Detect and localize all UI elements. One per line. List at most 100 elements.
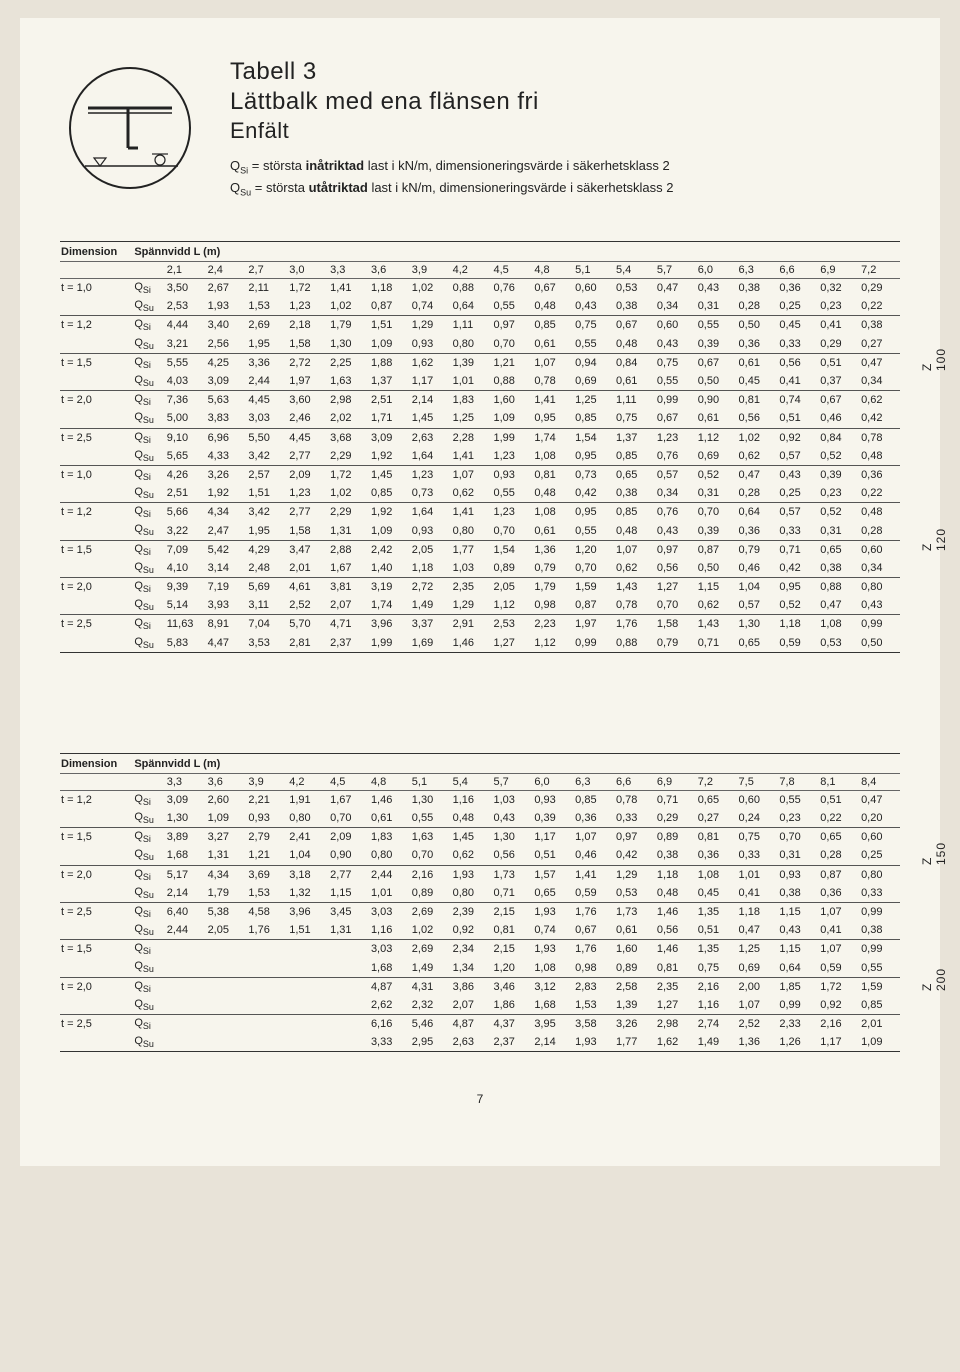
span-col: 4,5 — [328, 773, 369, 790]
value-cell: 0,22 — [859, 297, 900, 316]
value-cell: 0,92 — [777, 428, 818, 447]
value-cell: 1,46 — [369, 790, 410, 809]
value-cell — [165, 940, 206, 959]
dim-cell — [60, 409, 133, 428]
value-cell: 0,34 — [859, 559, 900, 578]
q-cell: QSi — [133, 615, 164, 634]
span-header: Spännvidd L (m) — [133, 753, 900, 773]
value-cell: 0,48 — [451, 809, 492, 828]
q-cell: QSu — [133, 559, 164, 578]
value-cell — [206, 977, 247, 996]
span-col: 2,7 — [246, 262, 287, 279]
value-cell: 3,46 — [491, 977, 532, 996]
value-cell: 3,19 — [369, 578, 410, 597]
value-cell: 0,43 — [777, 465, 818, 484]
dim-cell — [60, 634, 133, 653]
value-cell: 0,51 — [818, 790, 859, 809]
value-cell: 2,57 — [246, 465, 287, 484]
value-cell: 0,36 — [573, 809, 614, 828]
z-section-label: Z 200 — [920, 968, 948, 991]
value-cell: 0,41 — [818, 921, 859, 940]
value-cell: 1,79 — [206, 884, 247, 903]
dim-cell — [60, 559, 133, 578]
value-cell: 3,89 — [165, 828, 206, 847]
value-cell — [287, 996, 328, 1015]
value-cell: 1,08 — [696, 865, 737, 884]
value-cell: 2,44 — [165, 921, 206, 940]
value-cell: 2,52 — [737, 1015, 778, 1034]
value-cell: 1,73 — [491, 865, 532, 884]
value-cell: 1,93 — [451, 865, 492, 884]
dim-cell: t = 1,0 — [60, 279, 133, 298]
value-cell: 0,48 — [614, 521, 655, 540]
page-number: 7 — [60, 1092, 900, 1106]
value-cell: 0,36 — [696, 846, 737, 865]
value-cell: 0,42 — [859, 409, 900, 428]
value-cell: 0,79 — [737, 540, 778, 559]
value-cell: 0,99 — [859, 615, 900, 634]
value-cell: 0,71 — [777, 540, 818, 559]
value-cell: 0,70 — [491, 335, 532, 354]
table-row: t = 1,2QSi5,664,343,422,772,291,921,641,… — [60, 503, 900, 522]
value-cell: 1,20 — [573, 540, 614, 559]
value-cell: 0,34 — [859, 372, 900, 391]
value-cell: 0,28 — [737, 484, 778, 503]
value-cell: 1,59 — [859, 977, 900, 996]
value-cell: 0,80 — [451, 884, 492, 903]
value-cell: 0,74 — [410, 297, 451, 316]
value-cell: 1,45 — [369, 465, 410, 484]
value-cell: 1,30 — [165, 809, 206, 828]
value-cell: 0,36 — [737, 335, 778, 354]
value-cell: 1,02 — [410, 279, 451, 298]
value-cell: 1,09 — [859, 1033, 900, 1052]
value-cell: 0,55 — [777, 790, 818, 809]
q-cell: QSi — [133, 578, 164, 597]
value-cell: 2,15 — [491, 902, 532, 921]
value-cell: 0,33 — [737, 846, 778, 865]
value-cell: 4,61 — [287, 578, 328, 597]
q-cell: QSi — [133, 1015, 164, 1034]
value-cell: 2,83 — [573, 977, 614, 996]
value-cell: 3,45 — [328, 902, 369, 921]
value-cell: 2,07 — [328, 596, 369, 615]
value-cell: 0,60 — [655, 316, 696, 335]
value-cell: 1,41 — [532, 391, 573, 410]
q-cell: QSu — [133, 372, 164, 391]
value-cell: 0,46 — [818, 409, 859, 428]
table-row: t = 1,2QSi3,092,602,211,911,671,461,301,… — [60, 790, 900, 809]
value-cell: 1,16 — [451, 790, 492, 809]
value-cell: 0,43 — [859, 596, 900, 615]
value-cell: 1,39 — [614, 996, 655, 1015]
value-cell: 0,61 — [696, 409, 737, 428]
q-cell: QSu — [133, 1033, 164, 1052]
def-qsu: QSu = största utåtriktad last i kN/m, di… — [230, 178, 673, 200]
span-col: 6,3 — [737, 262, 778, 279]
value-cell: 1,58 — [655, 615, 696, 634]
value-cell: 0,89 — [655, 828, 696, 847]
value-cell: 0,92 — [451, 921, 492, 940]
value-cell — [206, 940, 247, 959]
value-cell: 0,38 — [614, 484, 655, 503]
value-cell: 1,04 — [287, 846, 328, 865]
span-col: 7,8 — [777, 773, 818, 790]
value-cell: 4,29 — [246, 540, 287, 559]
value-cell: 4,45 — [246, 391, 287, 410]
q-cell: QSu — [133, 809, 164, 828]
value-cell: 1,67 — [328, 559, 369, 578]
q-cell: QSi — [133, 828, 164, 847]
q-cell: QSi — [133, 279, 164, 298]
value-cell: 0,67 — [614, 316, 655, 335]
dim-cell: t = 1,2 — [60, 316, 133, 335]
q-cell: QSi — [133, 465, 164, 484]
value-cell: 0,31 — [777, 846, 818, 865]
value-cell: 8,91 — [206, 615, 247, 634]
value-cell: 1,21 — [246, 846, 287, 865]
value-cell: 2,77 — [287, 447, 328, 466]
value-cell: 1,59 — [573, 578, 614, 597]
value-cell: 1,23 — [287, 297, 328, 316]
value-cell — [165, 996, 206, 1015]
value-cell: 0,87 — [573, 596, 614, 615]
value-cell: 2,51 — [165, 484, 206, 503]
value-cell: 1,37 — [614, 428, 655, 447]
value-cell: 1,12 — [491, 596, 532, 615]
